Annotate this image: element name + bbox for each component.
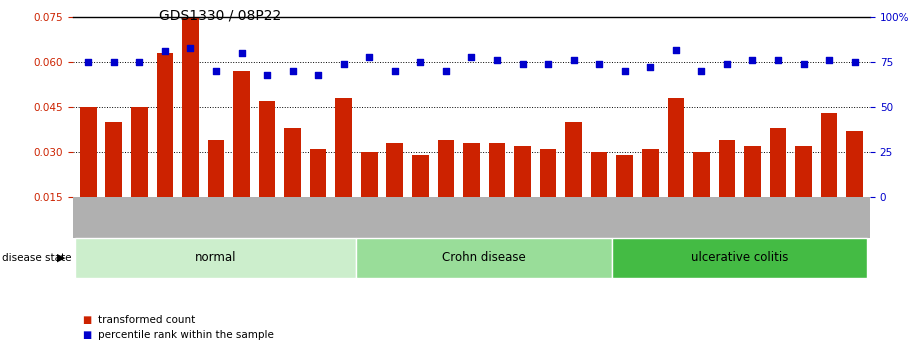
Bar	[335, 98, 352, 241]
Bar	[591, 152, 608, 242]
Bar	[80, 107, 97, 242]
Bar	[463, 143, 480, 241]
Text: ▶: ▶	[57, 253, 66, 263]
Bar	[795, 146, 812, 242]
Bar	[208, 140, 224, 242]
Bar	[310, 149, 326, 242]
Text: ulcerative colitis: ulcerative colitis	[691, 252, 788, 264]
Point	[285, 68, 300, 74]
Point	[234, 50, 249, 56]
Bar	[540, 149, 557, 242]
Bar	[846, 131, 863, 242]
Point	[362, 54, 376, 59]
Point	[694, 68, 709, 74]
Text: transformed count: transformed count	[98, 315, 196, 325]
Bar	[693, 152, 710, 242]
Point	[796, 61, 811, 67]
Bar	[412, 155, 429, 242]
Bar	[284, 128, 301, 242]
Point	[311, 72, 325, 77]
Bar	[514, 146, 531, 242]
Bar	[386, 143, 403, 241]
Point	[81, 59, 96, 65]
Bar	[361, 152, 377, 242]
Bar	[668, 98, 684, 241]
Bar	[259, 101, 275, 242]
Point	[669, 47, 683, 52]
Point	[822, 58, 836, 63]
Point	[183, 45, 198, 50]
Text: ■: ■	[82, 330, 91, 339]
Bar	[488, 143, 506, 241]
Bar	[233, 71, 250, 242]
Point	[720, 61, 734, 67]
Point	[541, 61, 556, 67]
Point	[516, 61, 530, 67]
Text: normal: normal	[195, 252, 237, 264]
Point	[464, 54, 479, 59]
Point	[847, 59, 862, 65]
Point	[438, 68, 453, 74]
Point	[771, 58, 785, 63]
Text: GDS1330 / 08P22: GDS1330 / 08P22	[159, 9, 281, 23]
Point	[387, 68, 402, 74]
Bar	[131, 107, 148, 242]
Bar	[157, 53, 173, 241]
Bar	[566, 122, 582, 242]
Bar	[770, 128, 786, 242]
Point	[158, 49, 172, 54]
Bar	[744, 146, 761, 242]
Bar	[719, 140, 735, 242]
Point	[209, 68, 223, 74]
Bar	[617, 155, 633, 242]
Bar	[642, 149, 659, 242]
Point	[643, 65, 658, 70]
Point	[413, 59, 427, 65]
Point	[490, 58, 505, 63]
Point	[107, 59, 121, 65]
Point	[618, 68, 632, 74]
Text: ■: ■	[82, 315, 91, 325]
Point	[592, 61, 607, 67]
Text: percentile rank within the sample: percentile rank within the sample	[98, 330, 274, 339]
Bar	[821, 113, 837, 241]
Point	[567, 58, 581, 63]
Point	[132, 59, 147, 65]
Text: disease state: disease state	[2, 253, 71, 263]
Bar	[182, 17, 199, 241]
Point	[336, 61, 351, 67]
Point	[260, 72, 274, 77]
Bar	[437, 140, 455, 242]
Point	[745, 58, 760, 63]
Text: Crohn disease: Crohn disease	[443, 252, 526, 264]
Bar	[106, 122, 122, 242]
